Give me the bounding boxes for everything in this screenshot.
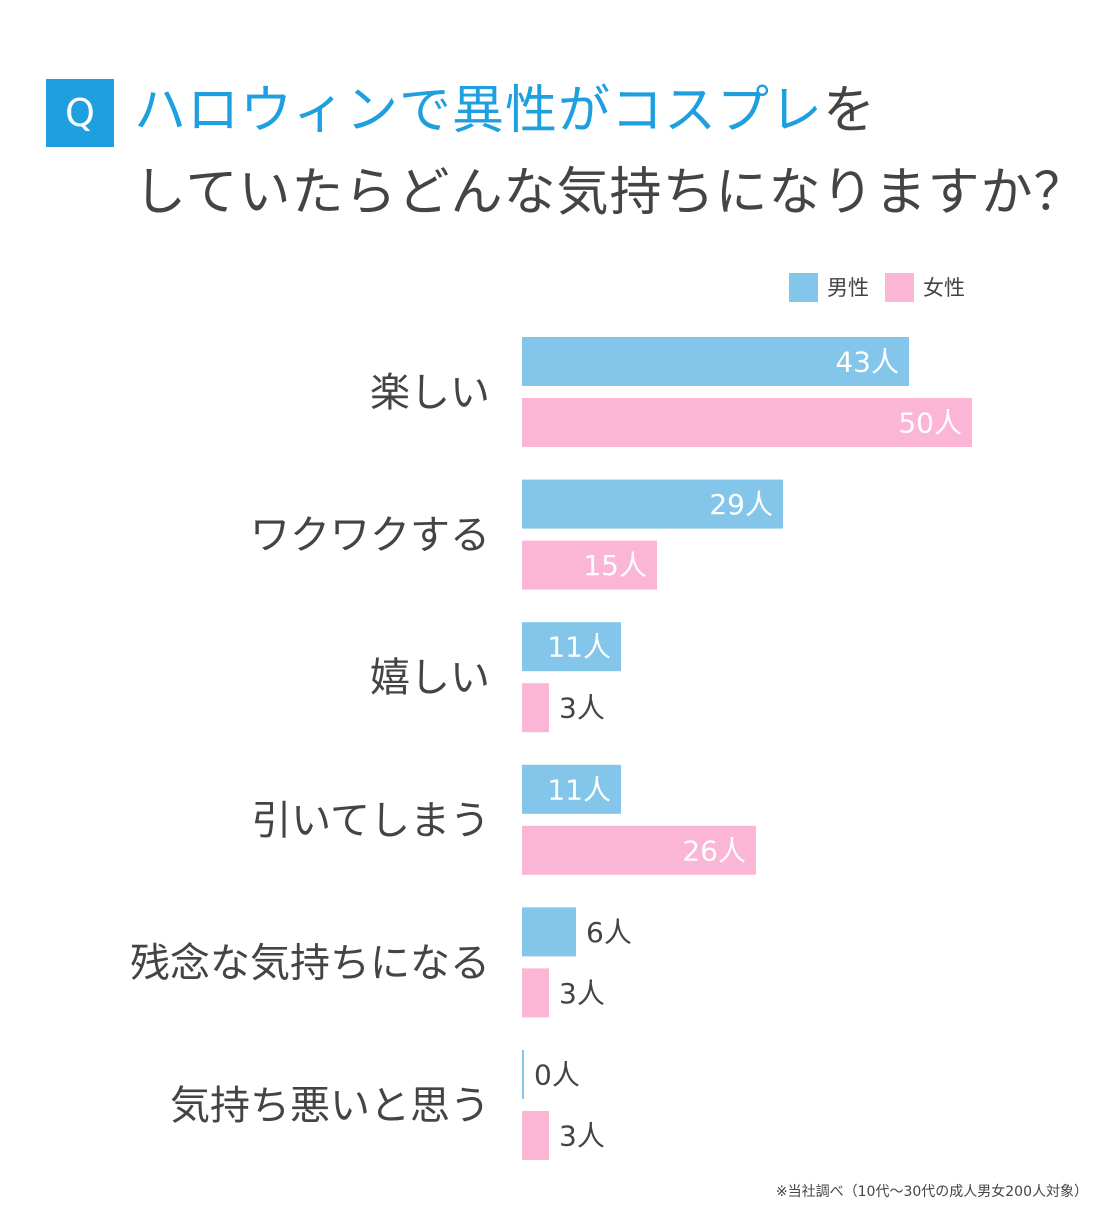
data-label: 50人 xyxy=(898,407,962,440)
category-label: 残念な気持ちになる xyxy=(130,940,490,986)
bar-female xyxy=(522,968,549,1018)
bar-female xyxy=(522,540,657,590)
title-part-b: 異性がコスプレ xyxy=(452,81,824,141)
category-label: 気持ち悪いと思う xyxy=(170,1083,490,1129)
data-label: 43人 xyxy=(835,346,899,379)
legend-swatch-male xyxy=(789,272,818,302)
bar-male xyxy=(522,764,621,814)
chart-legend: 男性 女性 xyxy=(789,272,981,302)
data-label: 11人 xyxy=(547,773,611,806)
title-line-1: ハロウィンで異性がコスプレを xyxy=(134,70,1086,152)
bar-female xyxy=(522,683,549,733)
title-line-2: していたらどんな気持ちになりますか？ xyxy=(134,163,1087,223)
bar-male xyxy=(522,479,783,529)
legend-item-female: 女性 xyxy=(885,272,965,302)
bar-male xyxy=(522,907,576,957)
data-label: 29人 xyxy=(709,488,773,521)
category-label: ワクワクする xyxy=(250,513,490,559)
data-label: 11人 xyxy=(547,631,611,664)
page-title: ハロウィンで異性がコスプレを していたらどんな気持ちになりますか？ xyxy=(134,70,1086,234)
data-label: 6人 xyxy=(586,916,632,949)
bar-female xyxy=(522,398,972,447)
data-label: 3人 xyxy=(559,977,605,1010)
bar-female xyxy=(522,1111,549,1160)
title-part-c: を xyxy=(823,81,877,141)
bar-female xyxy=(522,825,756,875)
legend-label-female: 女性 xyxy=(923,276,965,300)
data-label: 15人 xyxy=(583,549,647,582)
bar-male xyxy=(522,1050,524,1099)
legend-label-male: 男性 xyxy=(827,276,869,300)
data-label: 3人 xyxy=(559,1120,605,1153)
category-label: 引いてしまう xyxy=(251,798,490,844)
data-label: 3人 xyxy=(559,692,605,725)
data-label: 0人 xyxy=(534,1059,580,1092)
data-label: 26人 xyxy=(682,834,746,867)
title-part-a: ハロウィンで xyxy=(134,81,453,141)
category-label: 楽しい xyxy=(370,370,490,416)
question-badge: Q xyxy=(46,79,114,147)
bar-male xyxy=(522,622,621,672)
legend-swatch-female xyxy=(885,272,914,302)
legend-item-male: 男性 xyxy=(789,272,869,302)
footnote: ※当社調べ（10代〜30代の成人男女200人対象） xyxy=(775,1184,1088,1200)
bar-male xyxy=(522,337,909,386)
category-label: 嬉しい xyxy=(370,655,490,701)
